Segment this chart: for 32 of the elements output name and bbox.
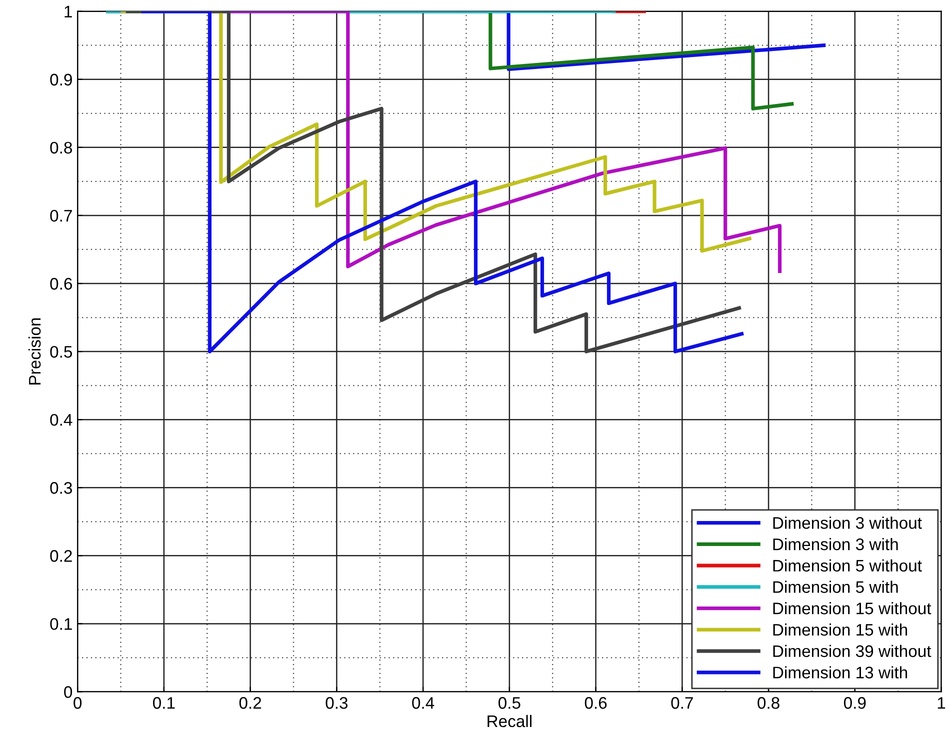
- x-tick-label: 0.2: [239, 697, 262, 709]
- y-tick-label: 0.4: [50, 414, 72, 426]
- x-tick-label: 0.1: [153, 697, 175, 709]
- x-tick-label: 0.7: [671, 697, 693, 709]
- y-tick-label: 0.6: [50, 278, 72, 290]
- legend-label: Dimension 5 with: [773, 580, 898, 593]
- x-tick-label: 0.9: [844, 697, 866, 709]
- y-tick-label: 0.7: [50, 210, 72, 222]
- x-tick-label: 0.3: [326, 697, 348, 709]
- y-tick-label: 0.2: [50, 550, 72, 562]
- x-tick-label: 0.5: [498, 697, 520, 709]
- legend-label: Dimension 15 without: [773, 602, 932, 614]
- y-tick-label: 0: [64, 686, 72, 698]
- x-tick-label: 0: [74, 697, 82, 709]
- x-tick-label: 0.8: [758, 697, 780, 709]
- legend-label: Dimension 3 without: [773, 516, 922, 529]
- y-tick-label: 1: [64, 6, 72, 18]
- x-tick-label: 0.6: [584, 697, 607, 709]
- x-axis-title: Recall: [488, 714, 532, 728]
- y-axis-title: Precision: [28, 318, 41, 384]
- y-tick-label: 0.8: [50, 142, 72, 154]
- y-tick-label: 0.3: [50, 482, 72, 494]
- legend-label: Dimension 13 with: [773, 666, 908, 678]
- y-tick-label: 0.9: [50, 74, 72, 86]
- legend-label: Dimension 39 without: [773, 644, 932, 658]
- y-tick-label: 0.5: [50, 346, 72, 358]
- legend-label: Dimension 3 with: [773, 538, 898, 550]
- legend-label: Dimension 15 with: [773, 623, 908, 636]
- x-tick-label: 0.4: [412, 697, 434, 709]
- legend-label: Dimension 5 without: [773, 559, 922, 572]
- y-tick-label: 0.1: [50, 618, 72, 630]
- x-tick-label: 1: [938, 697, 946, 709]
